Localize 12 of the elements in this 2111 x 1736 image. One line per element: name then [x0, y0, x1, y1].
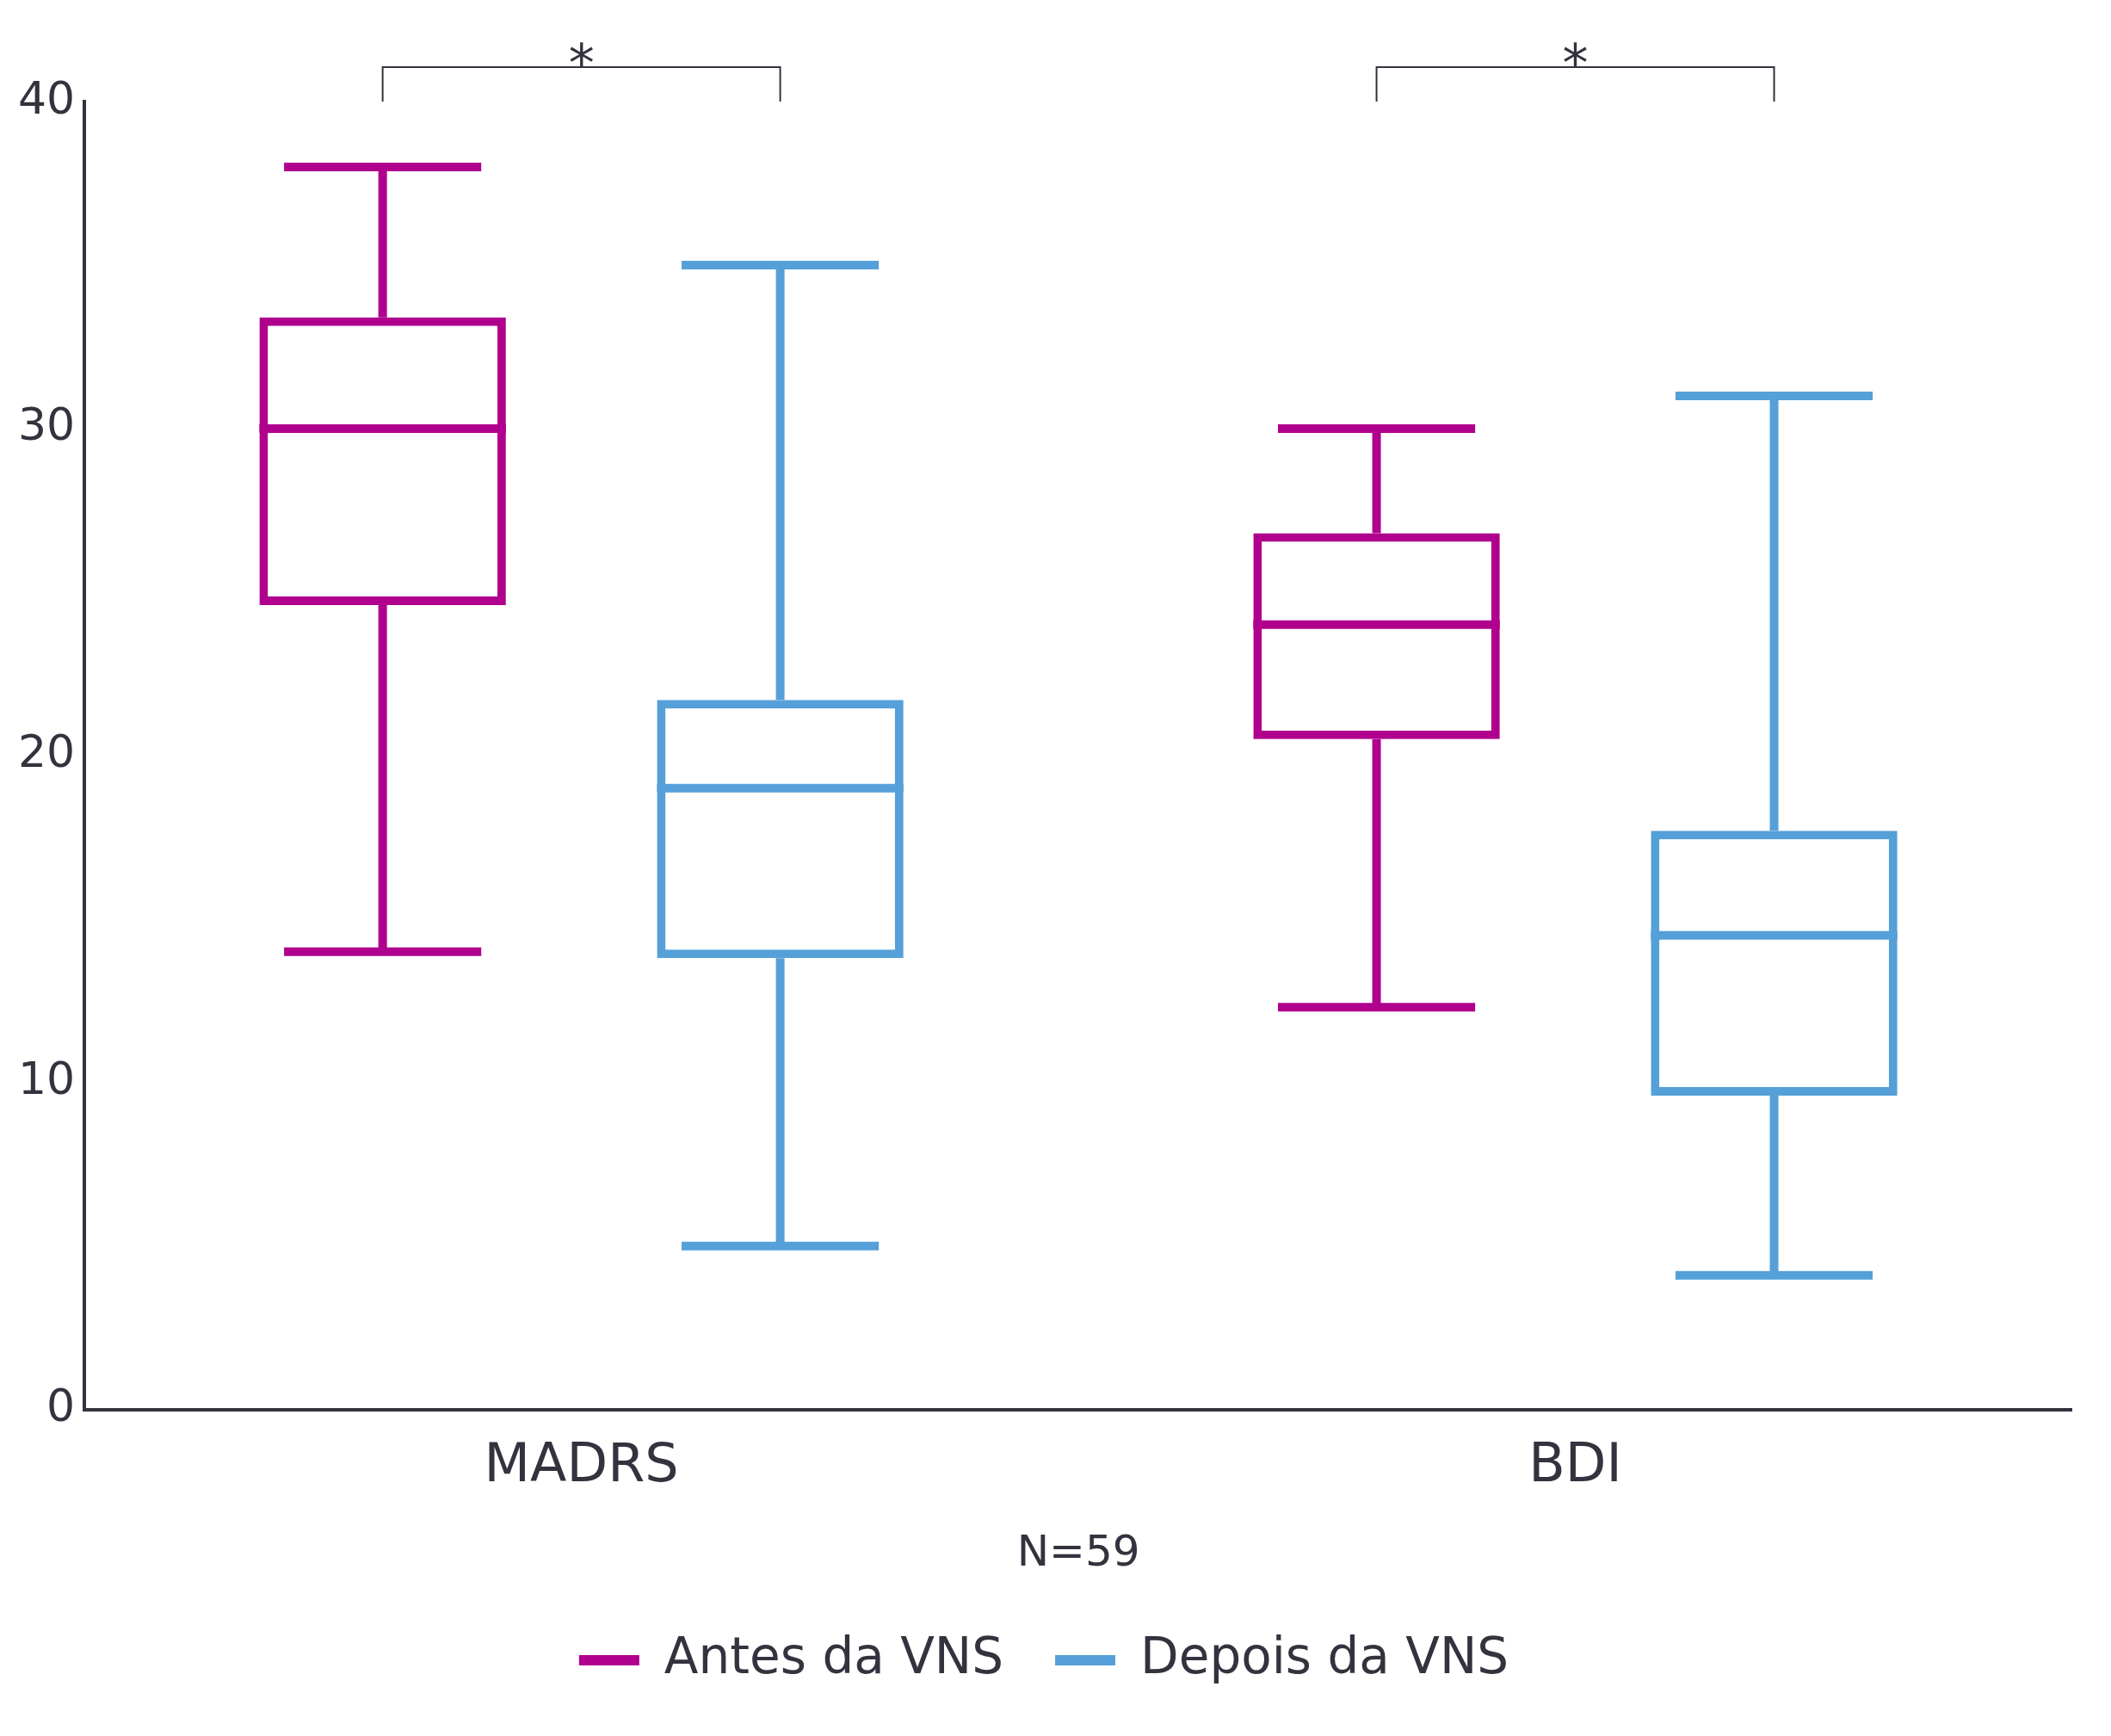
x-axis-title: N=59 [1016, 1525, 1140, 1576]
x-tick-label: BDI [1528, 1430, 1622, 1494]
text: * [1562, 32, 1589, 93]
legend-label: Depois da VNS [1140, 1627, 1509, 1686]
y-tick-label: 0 [46, 1380, 76, 1432]
y-tick-label: 30 [18, 398, 76, 451]
text: * [568, 32, 595, 93]
y-tick-label: 20 [18, 726, 76, 778]
y-tick-label: 40 [18, 71, 76, 124]
legend-label: Antes da VNS [664, 1627, 1004, 1686]
y-tick-label: 10 [18, 1053, 76, 1105]
x-tick-label: MADRS [484, 1430, 679, 1494]
